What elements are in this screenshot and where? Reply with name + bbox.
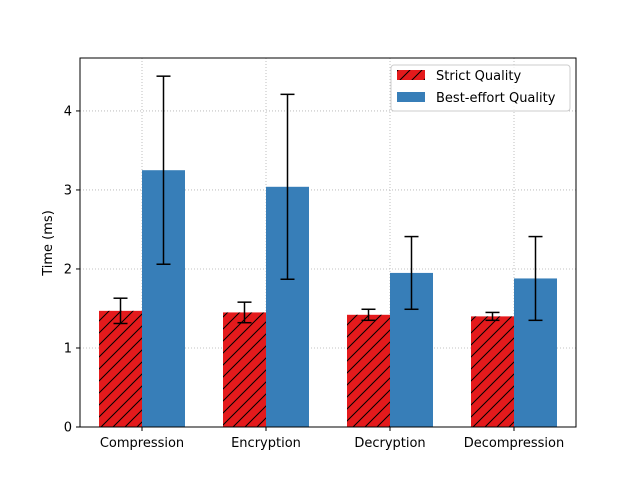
- y-tick-label: 3: [64, 183, 72, 198]
- bar-hatch: [347, 314, 390, 427]
- legend-swatch-best-effort: [397, 92, 425, 102]
- legend-label-strict: Strict Quality: [436, 69, 521, 84]
- y-axis-ticks: 0 1 2 3 4: [64, 104, 80, 436]
- error-bars: [113, 75, 543, 325]
- y-tick-label: 4: [64, 104, 72, 119]
- x-axis-ticks: Compression Encryption Decryption Decompres…: [100, 427, 564, 451]
- y-tick-label: 2: [64, 262, 72, 277]
- bar-hatch: [471, 316, 514, 427]
- legend-box: [390, 64, 571, 112]
- x-tick-label: Compression: [100, 436, 184, 451]
- plot-frame: [79, 57, 577, 428]
- x-tick-label: Decompression: [464, 436, 564, 451]
- bar-hatch: [223, 312, 266, 427]
- y-tick-label: 0: [64, 421, 72, 436]
- bars: [99, 170, 557, 427]
- x-tick-label: Encryption: [231, 436, 301, 451]
- bar-hatch: [99, 310, 142, 427]
- y-axis-label: Time (ms): [41, 210, 56, 277]
- legend: Strict Quality Best-effort Quality: [390, 64, 571, 112]
- y-tick-label: 1: [64, 341, 72, 356]
- x-tick-label: Decryption: [354, 436, 425, 451]
- legend-swatch-strict-hatch: [397, 70, 425, 80]
- legend-label-best-effort: Best-effort Quality: [436, 91, 556, 106]
